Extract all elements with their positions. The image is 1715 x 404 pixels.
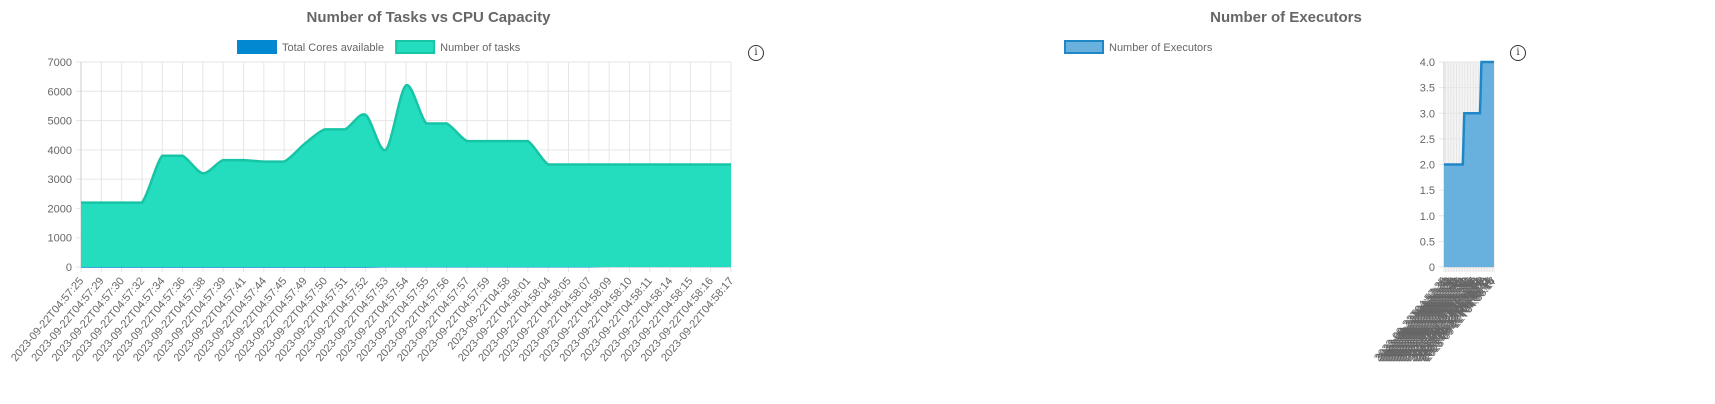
y-tick-label: 4.0 [1420, 57, 1435, 69]
legend-swatch[interactable] [237, 40, 277, 54]
y-tick-label: 0.5 [1420, 236, 1435, 248]
y-tick-label: 3000 [48, 174, 72, 186]
tasks-vs-cpu-chart: 010002000300040005000600070002023-09-22T… [9, 40, 736, 364]
series-line-number-of-tasks [80, 84, 731, 204]
executors-chart-panel: Number of Executors 0 0.5 1.0 1.5 2.0 2.5 3.0 3… [857, 0, 1715, 404]
y-tick-label: 3.0 [1420, 108, 1435, 120]
y-tick-label: 1000 [48, 233, 72, 245]
series-line-number-of-executors [1444, 60, 1494, 166]
y-tick-label: 2.0 [1420, 160, 1435, 172]
y-tick-label: 5000 [48, 116, 72, 128]
legend-label[interactable]: Number of Executors [1109, 42, 1213, 54]
y-tick-label: 4000 [48, 145, 72, 157]
series-area-number-of-tasks [81, 85, 731, 267]
tasks-vs-cpu-chart-panel: Number of Tasks vs CPU Capacity 0 1000 200… [0, 0, 857, 404]
chart-title: Number of Tasks vs CPU Capacity [306, 9, 551, 26]
chart-title: Number of Executors [1210, 9, 1362, 26]
y-tick-label: 1.0 [1420, 211, 1435, 223]
y-tick-label: 7000 [48, 57, 72, 69]
y-tick-label: 0 [1429, 262, 1435, 274]
y-tick-label: 1.5 [1420, 185, 1435, 197]
legend-label[interactable]: Number of tasks [440, 42, 521, 54]
y-tick-label: 6000 [48, 86, 72, 98]
info-icon[interactable]: i [748, 45, 764, 61]
info-icon[interactable]: i [1510, 45, 1526, 61]
y-tick-label: 0 [66, 262, 72, 274]
legend-label[interactable]: Total Cores available [282, 42, 384, 54]
legend-swatch[interactable] [395, 40, 436, 54]
executors-chart: 00.51.01.52.02.53.03.54.02023-09-22T04:5… [1064, 40, 1499, 364]
legend-swatch[interactable] [1064, 40, 1104, 54]
y-tick-label: 2.5 [1420, 134, 1435, 146]
y-tick-label: 3.5 [1420, 83, 1435, 95]
y-tick-label: 2000 [48, 203, 72, 215]
series-area-number-of-executors [1444, 62, 1494, 267]
